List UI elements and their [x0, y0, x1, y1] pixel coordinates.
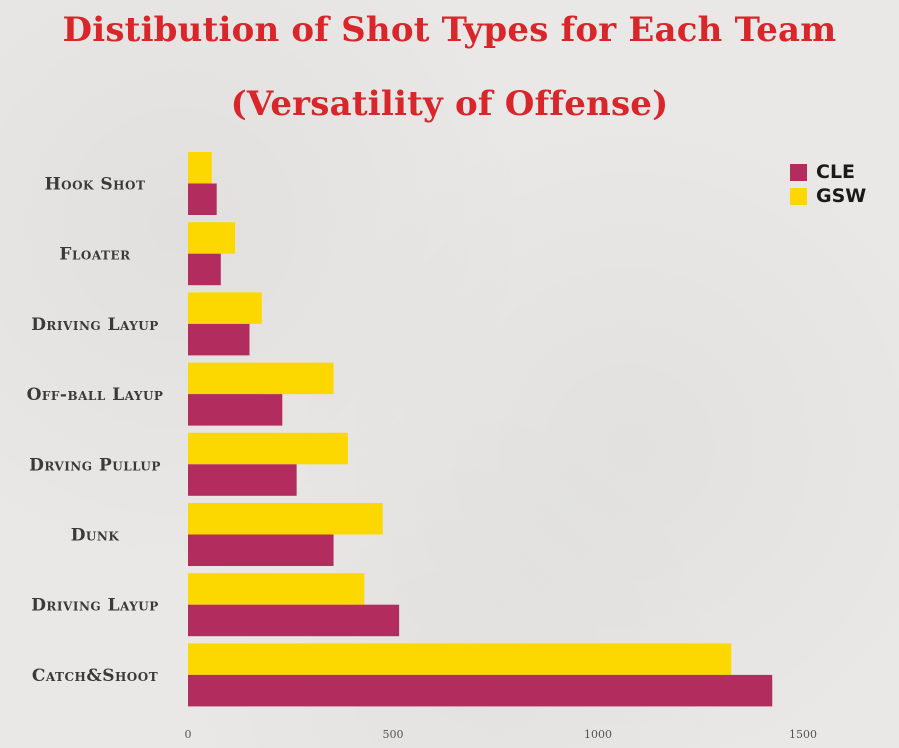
category-label-4: Drving Pullup	[29, 455, 161, 475]
bar-gsw-5	[188, 503, 383, 535]
bar-cle-5	[188, 534, 334, 566]
category-label-0: Hook Shot	[45, 175, 146, 195]
chart-title: Distibution of Shot Types for Each Team	[62, 10, 837, 50]
bar-cle-3	[188, 394, 283, 426]
legend-item-cle: CLE	[790, 160, 866, 184]
legend-swatch-cle	[790, 163, 807, 181]
bar-cle-4	[188, 464, 297, 496]
category-label-7: Catch&Shoot	[32, 666, 158, 686]
category-label-5: Dunk	[71, 526, 120, 546]
legend-label-gsw: GSW	[816, 185, 867, 207]
bar-cle-7	[188, 674, 773, 707]
legend-swatch-gsw	[790, 187, 807, 205]
legend-item-gsw: GSW	[790, 184, 866, 208]
category-label-1: Floater	[59, 245, 131, 265]
bar-gsw-2	[188, 292, 262, 324]
category-label-6: Driving Layup	[31, 596, 159, 616]
chart-subtitle: (Versatility of Offense)	[230, 84, 669, 124]
bar-gsw-3	[188, 362, 334, 395]
bar-gsw-6	[188, 573, 365, 605]
bar-cle-6	[188, 604, 400, 637]
bar-cle-1	[188, 253, 221, 286]
category-label-2: Driving Layup	[31, 315, 159, 335]
bar-cle-2	[188, 323, 250, 356]
x-tick-label-0: 0	[185, 728, 192, 741]
legend: CLE GSW	[790, 160, 866, 208]
legend-label-cle: CLE	[816, 161, 856, 183]
bar-gsw-7	[188, 643, 732, 675]
x-tick-label-1: 500	[383, 728, 404, 741]
bar-cle-0	[188, 183, 217, 215]
bar-gsw-0	[188, 152, 212, 184]
category-label-3: Off-ball Layup	[27, 385, 164, 405]
x-tick-label-3: 1500	[789, 728, 817, 741]
bar-gsw-1	[188, 222, 236, 254]
x-tick-label-2: 1000	[584, 728, 612, 741]
bar-gsw-4	[188, 432, 348, 465]
